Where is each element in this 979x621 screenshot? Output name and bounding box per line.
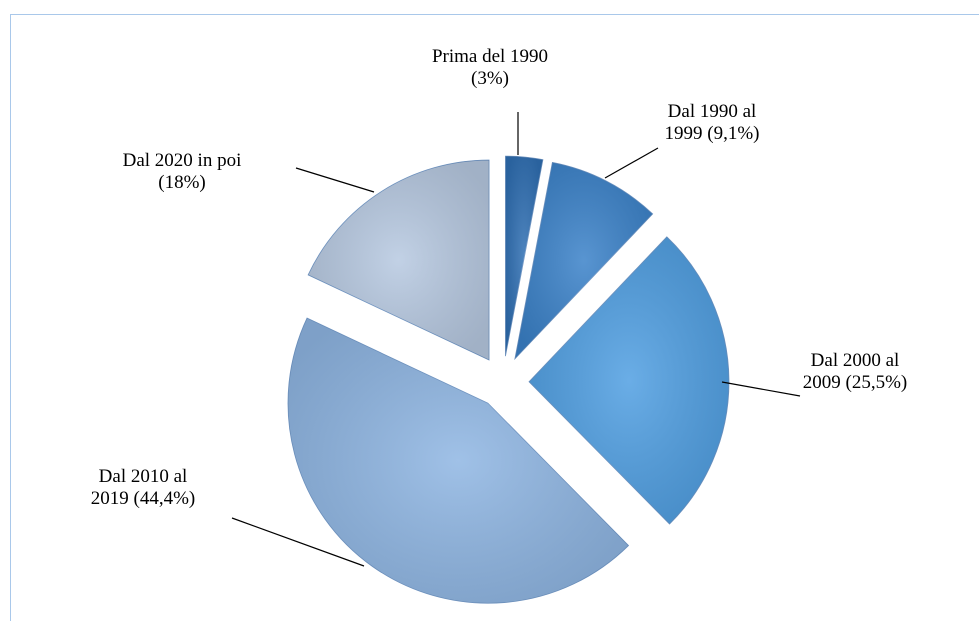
value-label: (18%) bbox=[158, 172, 206, 193]
category-name: Prima del 1990 bbox=[431, 46, 549, 67]
category-name: Dal 2020 in poi bbox=[122, 150, 242, 171]
value-label: (9,1%) bbox=[707, 123, 760, 144]
label-text: Dal 2010 al 2019 (44,4%) bbox=[78, 466, 208, 510]
category-name: Dal 1990 al 1999 bbox=[664, 101, 757, 144]
leader-line bbox=[604, 147, 659, 179]
category-name: Dal 2010 al 2019 bbox=[90, 466, 188, 509]
category-name: Dal 2000 al 2009 bbox=[802, 350, 900, 393]
slice-label: Dal 1990 al 1999 (9,1%) bbox=[652, 101, 772, 145]
value-label: (25,5%) bbox=[845, 372, 908, 393]
slice-label: Dal 2010 al 2019 (44,4%) bbox=[78, 466, 208, 510]
label-text: Dal 2020 in poi (18%) bbox=[112, 150, 252, 194]
value-label: (3%) bbox=[471, 68, 509, 89]
leader-line bbox=[231, 517, 365, 567]
label-text: Dal 1990 al 1999 (9,1%) bbox=[652, 101, 772, 145]
slice-label: Prima del 1990 (3%) bbox=[420, 46, 560, 90]
label-text: Prima del 1990 (3%) bbox=[420, 46, 560, 90]
label-text: Dal 2000 al 2009 (25,5%) bbox=[790, 350, 920, 394]
leader-line bbox=[721, 381, 801, 397]
value-label: (44,4%) bbox=[133, 488, 196, 509]
pie-slice bbox=[307, 159, 490, 361]
frame bbox=[10, 14, 979, 621]
slice-label: Dal 2000 al 2009 (25,5%) bbox=[790, 350, 920, 394]
slice-label: Dal 2020 in poi (18%) bbox=[112, 150, 252, 194]
leader-line bbox=[295, 167, 375, 193]
